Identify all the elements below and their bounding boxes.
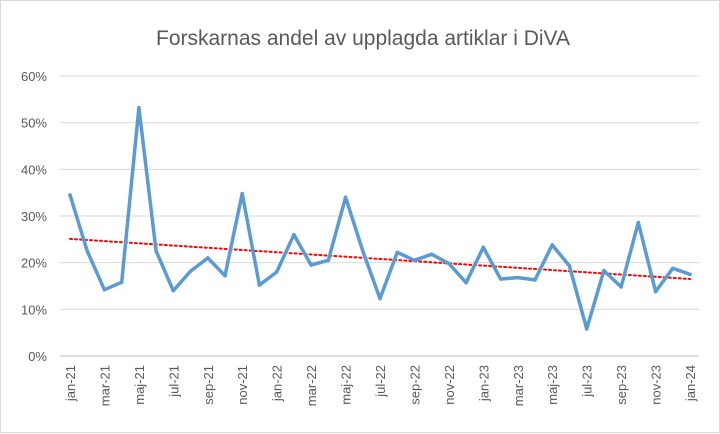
data-point <box>584 327 589 331</box>
data-point <box>670 266 675 271</box>
data-point <box>205 256 210 260</box>
data-point <box>412 258 417 263</box>
x-tick-label: nov-23 <box>649 365 664 405</box>
data-point <box>274 270 279 274</box>
y-tick-label: 40% <box>21 162 47 177</box>
x-axis-tick-labels: jan-21 mar-21 maj-21 jul-21 sep-21 nov-21 jan-… <box>63 365 698 406</box>
data-point <box>309 263 313 267</box>
y-tick-label: 30% <box>21 209 47 224</box>
y-tick-label: 0% <box>28 349 47 364</box>
x-tick-label: jan-21 <box>63 365 78 402</box>
x-tick-label: mar-21 <box>97 365 112 406</box>
data-point <box>343 195 348 200</box>
y-tick-label: 20% <box>21 256 47 271</box>
data-point <box>619 285 623 289</box>
x-tick-label: mar-22 <box>304 365 319 406</box>
x-tick-label: maj-22 <box>339 365 354 405</box>
series-line <box>68 105 692 331</box>
data-point <box>119 280 124 285</box>
data-point <box>102 287 107 292</box>
data-point <box>360 249 365 253</box>
data-point <box>533 278 537 282</box>
data-point <box>188 269 193 273</box>
data-point <box>429 252 434 257</box>
x-tick-label: sep-22 <box>407 365 422 405</box>
data-point <box>378 296 382 301</box>
chart-title: Forskarnas andel av upplagda artiklar i … <box>156 27 570 50</box>
data-point <box>464 280 468 285</box>
trendline-line <box>69 237 691 280</box>
y-tick-label: 60% <box>21 69 47 84</box>
data-point <box>550 243 555 247</box>
data-point <box>447 261 451 266</box>
trendline <box>69 237 691 280</box>
x-tick-label: jul-21 <box>166 365 181 398</box>
x-tick-label: jul-22 <box>373 365 388 398</box>
x-tick-label: mar-23 <box>511 365 526 406</box>
x-tick-label: jul-23 <box>580 365 595 398</box>
x-tick-label: nov-22 <box>442 365 457 405</box>
x-tick-label: maj-21 <box>132 365 147 405</box>
x-tick-label: sep-21 <box>201 365 216 405</box>
data-point <box>481 245 486 250</box>
data-point <box>395 250 400 255</box>
data-point <box>137 105 141 110</box>
data-point <box>240 191 245 196</box>
y-tick-label: 50% <box>21 116 47 131</box>
x-tick-label: maj-23 <box>545 365 560 405</box>
data-point <box>154 249 158 253</box>
data-point <box>68 193 72 197</box>
y-tick-label: 10% <box>21 302 47 317</box>
data-point <box>326 258 331 263</box>
data-point <box>567 264 572 268</box>
series-layer <box>68 105 692 331</box>
x-tick-label: jan-23 <box>476 365 491 402</box>
data-point <box>171 288 176 293</box>
data-point <box>292 232 296 237</box>
x-tick-label: sep-23 <box>614 365 629 405</box>
x-tick-label: nov-21 <box>235 365 250 405</box>
x-tick-label: jan-22 <box>270 365 285 402</box>
data-point <box>653 289 658 294</box>
data-point <box>223 273 227 278</box>
data-point <box>515 275 520 280</box>
data-point <box>688 272 692 277</box>
data-point <box>602 268 606 273</box>
data-point <box>498 277 503 281</box>
x-tick-label: jan-24 <box>683 365 698 402</box>
y-axis-tick-labels: 0% 10% 20% 30% 40% 50% 60% <box>21 69 47 364</box>
data-point <box>85 249 90 253</box>
data-point <box>636 220 641 225</box>
data-point <box>257 283 262 287</box>
